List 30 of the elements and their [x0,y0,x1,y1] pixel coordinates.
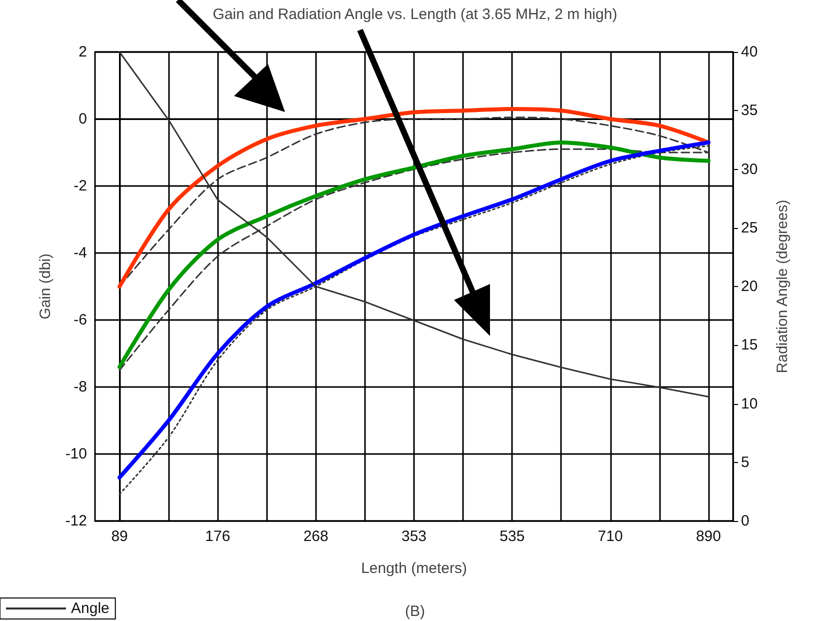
y2-tick-label: 30 [741,160,758,178]
x-tick-label: 176 [205,528,230,545]
x-tick-label: 710 [598,528,623,545]
y-tick-label: -10 [65,446,87,462]
y-tick-label: -4 [74,244,87,262]
y2-tick-label: 10 [741,395,758,412]
y2-tick-label: 5 [741,454,750,471]
text: (B) [405,603,425,620]
y2-tick-label: 15 [741,336,758,354]
y2-tick-label: 40 [741,44,758,60]
y-tick-label: 2 [78,44,87,60]
y-tick-label: -6 [74,312,87,328]
legend-label: Angle [71,600,110,617]
x-tick-label: 89 [111,528,128,545]
y2-axis-title: Radiation Angle (degrees) [774,200,791,374]
y-tick-label: 0 [78,110,87,128]
x-tick-label: 268 [303,528,328,545]
x-tick-label: 535 [500,528,525,545]
x-tick-label: 353 [401,528,427,545]
x-tick-label: 890 [696,528,721,545]
y2-tick-label: 25 [741,219,758,236]
x-axis-title: Length (meters) [361,560,467,577]
y-tick-label: -8 [74,378,87,396]
y-tick-label: -12 [65,512,87,530]
y-tick-label: -2 [74,178,87,194]
chart-title: Gain and Radiation Angle vs. Length (at 3.65 MHz, 2 m high) [212,6,618,23]
y-axis-title: Gain (dbi) [37,254,54,320]
y2-tick-label: 35 [741,102,758,120]
y2-tick-label: 20 [741,278,758,295]
y2-tick-label: 0 [741,512,750,530]
